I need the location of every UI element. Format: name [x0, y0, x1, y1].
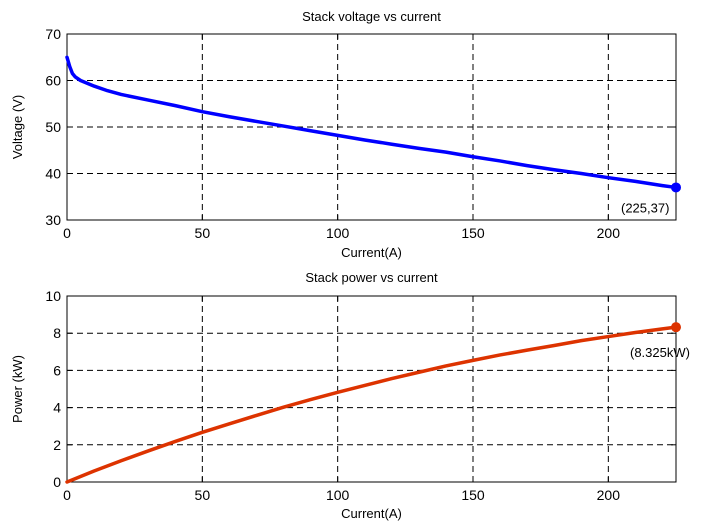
series-line — [65, 325, 678, 484]
chart-title: Stack voltage vs current — [302, 9, 441, 24]
x-tick-label: 150 — [461, 225, 485, 241]
x-tick-label: 0 — [63, 487, 71, 503]
y-tick-label: 2 — [53, 437, 61, 453]
y-tick-label: 50 — [45, 119, 61, 135]
x-tick-label: 50 — [195, 487, 211, 503]
y-tick-label: 40 — [45, 166, 61, 182]
x-tick-label: 100 — [326, 225, 350, 241]
plot-frame — [66, 295, 677, 483]
plot-area — [67, 296, 676, 482]
end-point-marker — [671, 322, 681, 333]
x-tick-label: 50 — [195, 225, 211, 241]
y-tick-label: 4 — [53, 400, 61, 416]
series-line — [65, 55, 678, 190]
y-tick-label: 0 — [53, 474, 61, 490]
x-tick-label: 200 — [597, 487, 621, 503]
x-tick-label: 0 — [63, 225, 71, 241]
y-axis-label: Power (kW) — [10, 355, 25, 423]
y-axis-label: Voltage (V) — [10, 95, 25, 159]
chart-panel-2: 0 50 100 150 200 0 2 4 6 8 10 (8.325kW) Stack power … — [10, 270, 690, 521]
x-tick-label: 200 — [597, 225, 621, 241]
y-tick-label: 8 — [53, 325, 61, 341]
x-tick-label: 150 — [461, 487, 485, 503]
x-tick-label: 100 — [326, 487, 350, 503]
chart-title: Stack power vs current — [305, 270, 438, 285]
y-tick-label: 30 — [45, 212, 61, 228]
y-tick-label: 10 — [45, 288, 61, 304]
y-tick-label: 6 — [53, 362, 61, 378]
end-point-marker — [671, 182, 681, 193]
point-annotation: (225,37) — [621, 200, 669, 215]
chart-panel-1: 0 50 100 150 200 30 40 50 60 70 (225,37) Stack volt… — [10, 9, 681, 260]
y-tick-label: 60 — [45, 73, 61, 89]
x-axis-label: Current(A) — [341, 245, 402, 260]
point-annotation: (8.325kW) — [630, 345, 690, 360]
y-tick-label: 70 — [45, 26, 61, 42]
x-axis-label: Current(A) — [341, 506, 402, 521]
